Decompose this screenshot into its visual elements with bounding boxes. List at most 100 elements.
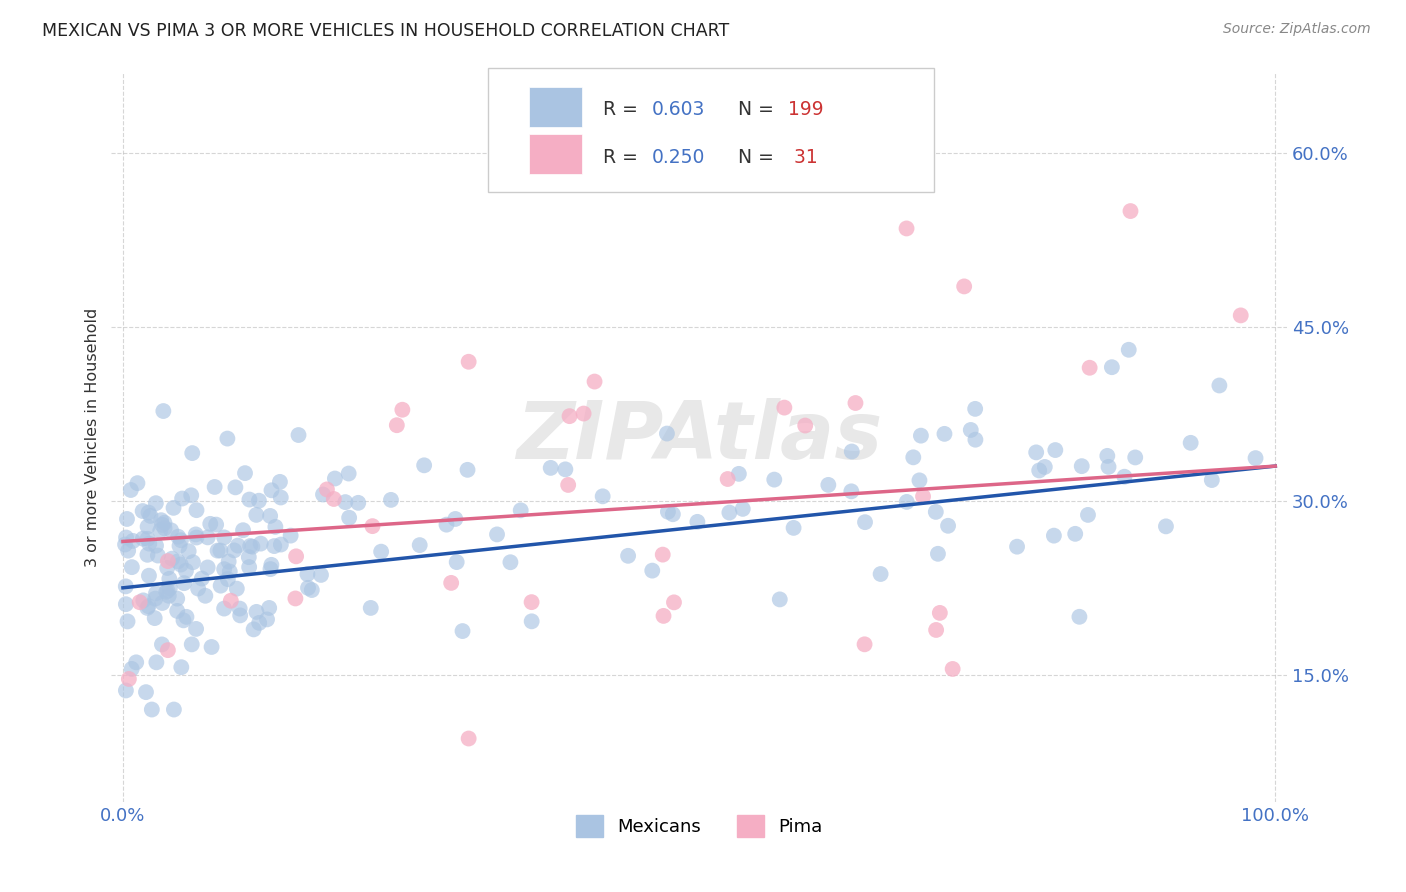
Point <box>166 554 188 568</box>
Point <box>217 572 239 586</box>
Point <box>409 538 432 552</box>
Point <box>1118 343 1140 357</box>
Point <box>925 623 948 637</box>
Point <box>1045 443 1067 458</box>
Point <box>181 555 204 569</box>
Point <box>451 624 474 638</box>
Point <box>1025 445 1047 459</box>
Point <box>200 640 222 654</box>
Point <box>934 426 956 441</box>
Point <box>557 478 579 492</box>
Point <box>287 428 309 442</box>
Point <box>232 523 254 537</box>
Point <box>925 505 948 519</box>
Point <box>1154 519 1177 533</box>
Point <box>869 567 891 582</box>
Point <box>157 589 180 603</box>
Point <box>212 601 235 615</box>
Point <box>965 433 987 447</box>
Point <box>173 613 195 627</box>
Point <box>380 492 402 507</box>
Point <box>1208 378 1230 392</box>
Point <box>651 548 673 562</box>
Point <box>269 475 291 489</box>
Point <box>115 683 138 698</box>
Point <box>337 467 360 481</box>
Bar <box>529 87 582 127</box>
Point <box>844 396 866 410</box>
Point <box>145 539 167 553</box>
Point <box>184 622 207 636</box>
Text: 31: 31 <box>789 148 818 167</box>
Text: ZIPAtlas: ZIPAtlas <box>516 398 882 476</box>
Point <box>115 531 138 545</box>
Point <box>209 543 232 558</box>
Point <box>728 467 751 481</box>
Point <box>1101 360 1123 375</box>
Point <box>444 512 467 526</box>
Point <box>903 450 925 465</box>
Point <box>1028 463 1050 477</box>
Point <box>184 527 207 541</box>
Point <box>146 549 169 563</box>
Point <box>270 491 292 505</box>
Point <box>794 418 817 433</box>
Text: R =: R = <box>603 101 644 120</box>
Point <box>841 444 863 458</box>
Point <box>773 401 796 415</box>
Point <box>247 615 270 630</box>
Point <box>1201 473 1223 487</box>
Point <box>219 593 242 607</box>
Point <box>301 582 323 597</box>
Point <box>1097 449 1119 463</box>
Point <box>297 581 319 595</box>
Point <box>323 471 346 485</box>
Point <box>218 555 240 569</box>
Point <box>360 601 382 615</box>
Point <box>413 458 436 473</box>
Point <box>260 483 283 498</box>
Point <box>1119 204 1142 219</box>
Point <box>391 402 413 417</box>
Point <box>122 533 145 548</box>
FancyBboxPatch shape <box>488 69 934 193</box>
Point <box>150 596 173 610</box>
Point <box>197 560 219 574</box>
Point <box>322 491 344 506</box>
Text: Source: ZipAtlas.com: Source: ZipAtlas.com <box>1223 22 1371 37</box>
Point <box>260 558 283 572</box>
Point <box>662 507 685 521</box>
Point <box>117 543 139 558</box>
Point <box>717 472 740 486</box>
Point <box>436 517 458 532</box>
Point <box>150 517 173 532</box>
Point <box>782 521 804 535</box>
Point <box>769 592 792 607</box>
Point <box>197 530 219 544</box>
Point <box>242 623 264 637</box>
Legend: Mexicans, Pima: Mexicans, Pima <box>568 808 830 845</box>
Point <box>239 539 262 553</box>
Point <box>361 519 384 533</box>
Point <box>163 702 186 716</box>
Point <box>170 660 193 674</box>
Point <box>166 591 188 606</box>
Point <box>149 524 172 538</box>
Point <box>256 612 278 626</box>
Point <box>910 428 932 442</box>
Point <box>143 591 166 606</box>
Point <box>157 572 180 586</box>
Point <box>115 512 138 526</box>
Point <box>138 506 160 520</box>
Point <box>167 530 190 544</box>
Point <box>245 508 267 522</box>
Point <box>309 568 332 582</box>
Point <box>617 549 640 563</box>
Point <box>117 615 139 629</box>
Point <box>170 533 193 548</box>
Point <box>217 432 239 446</box>
Point <box>127 476 149 491</box>
Point <box>446 555 468 569</box>
Point <box>186 503 208 517</box>
Point <box>153 516 176 530</box>
